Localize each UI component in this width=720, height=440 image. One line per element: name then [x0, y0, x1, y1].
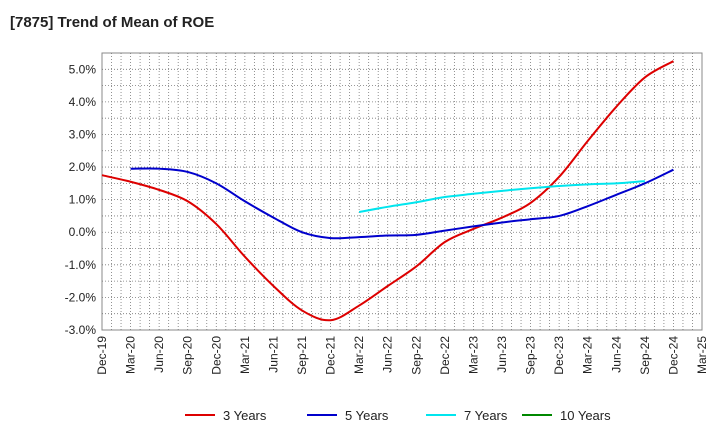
- x-tick-label: Jun-20: [152, 336, 166, 373]
- x-tick-label: Sep-23: [524, 336, 538, 375]
- x-tick-label: Sep-21: [295, 336, 309, 375]
- y-tick-label: 3.0%: [69, 127, 97, 141]
- legend-label-10-years: 10 Years: [560, 408, 611, 423]
- x-tick-label: Mar-21: [238, 336, 252, 374]
- x-tick-label: Dec-22: [438, 336, 452, 375]
- y-tick-label: -1.0%: [65, 258, 97, 272]
- series-line-3-years: [101, 60, 674, 322]
- y-tick-label: -2.0%: [65, 290, 97, 304]
- y-tick-label: 2.0%: [69, 160, 97, 174]
- y-tick-label: 1.0%: [69, 193, 97, 207]
- y-tick-label: 4.0%: [69, 95, 97, 109]
- x-tick-label: Mar-23: [466, 336, 480, 374]
- x-tick-label: Jun-23: [495, 336, 509, 373]
- x-tick-label: Mar-25: [695, 336, 709, 374]
- x-tick-label: Mar-20: [124, 336, 138, 374]
- y-tick-label: 5.0%: [69, 62, 97, 76]
- legend-label-7-years: 7 Years: [464, 408, 508, 423]
- y-tick-label: -3.0%: [65, 323, 97, 337]
- x-tick-label: Dec-24: [666, 336, 680, 375]
- series-line-5-years: [130, 167, 674, 240]
- legend-label-3-years: 3 Years: [223, 408, 267, 423]
- x-tick-label: Sep-20: [181, 336, 195, 375]
- x-tick-label: Mar-22: [352, 336, 366, 374]
- x-tick-label: Jun-22: [381, 336, 395, 373]
- x-tick-label: Sep-22: [409, 336, 423, 375]
- x-tick-label: Sep-24: [638, 336, 652, 375]
- chart-title: [7875] Trend of Mean of ROE: [10, 14, 215, 31]
- x-tick-label: Jun-21: [266, 336, 280, 373]
- x-tick-label: Dec-23: [552, 336, 566, 375]
- x-tick-label: Dec-19: [95, 336, 109, 375]
- x-tick-label: Dec-21: [324, 336, 338, 375]
- plot-area: [101, 52, 703, 331]
- series-line-7-years: [358, 180, 645, 214]
- x-tick-label: Mar-24: [581, 336, 595, 374]
- y-tick-label: 0.0%: [69, 225, 97, 239]
- x-tick-label: Dec-20: [209, 336, 223, 375]
- x-tick-label: Jun-24: [609, 336, 623, 373]
- legend-label-5-years: 5 Years: [345, 408, 389, 423]
